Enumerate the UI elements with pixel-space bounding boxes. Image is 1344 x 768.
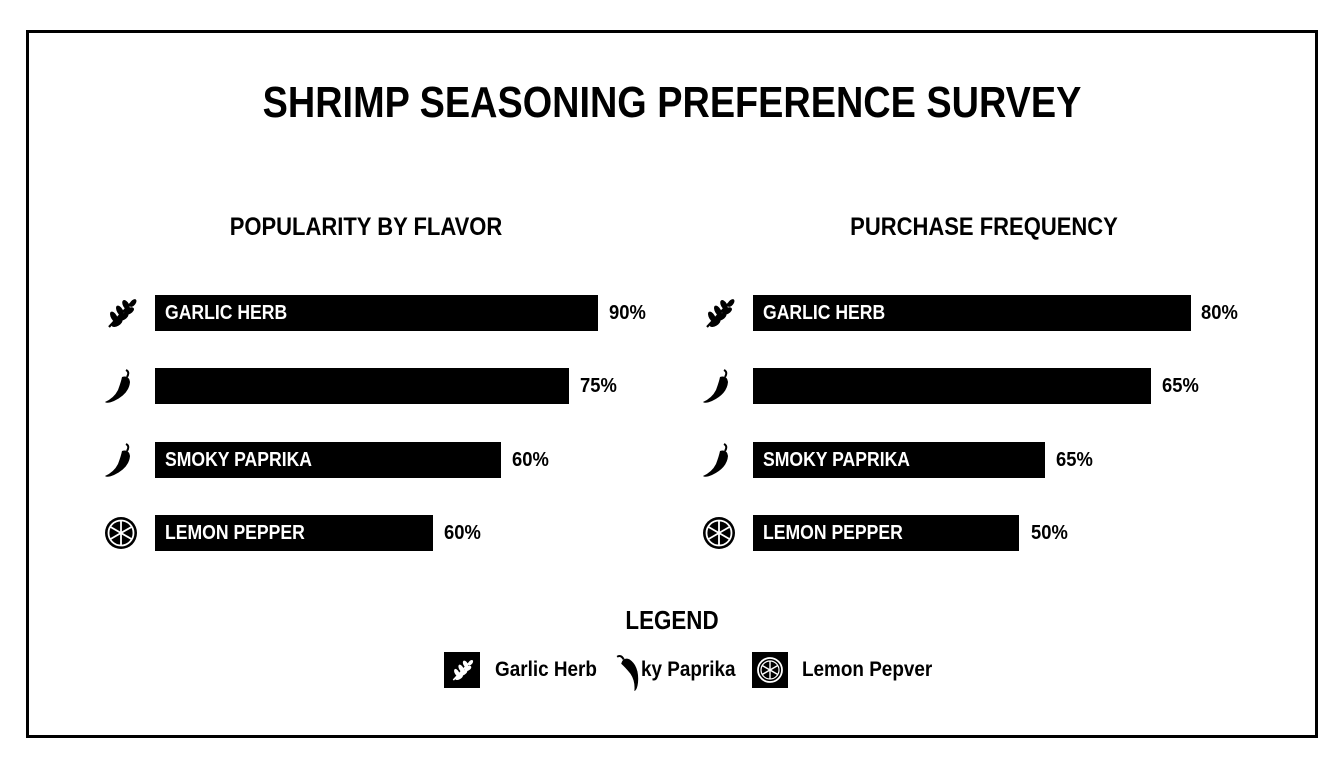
bar-label: LEMON PEPPER: [165, 522, 305, 544]
bar: SMOKY PAPRIKA: [753, 442, 1045, 478]
bar-value: 65%: [1056, 449, 1093, 471]
bar: [753, 368, 1151, 404]
bar-row: 75%: [0, 368, 700, 404]
legend-label: Garlic Herb: [495, 658, 597, 681]
legend-label: ky Paprika: [641, 658, 736, 681]
bar-value: 60%: [512, 449, 549, 471]
bar: SMOKY PAPRIKA: [155, 442, 501, 478]
bar-value: 90%: [609, 302, 646, 324]
bar: GARLIC HERB: [753, 295, 1191, 331]
page-title: SHRIMP SEASONING PREFERENCE SURVEY: [262, 78, 1082, 127]
bar-label: GARLIC HERB: [165, 302, 288, 324]
legend-swatch: [752, 652, 788, 688]
bar-row: 65%: [0, 368, 1344, 404]
bar: [155, 368, 569, 404]
legend-label: Lemon Pepver: [802, 658, 933, 681]
legend-title: LEGEND: [625, 605, 719, 635]
bar-row: GARLIC HERB 80%: [0, 295, 1344, 331]
left-chart-title: POPULARITY BY FLAVOR: [229, 213, 503, 241]
herb-icon: [705, 296, 737, 330]
bar: LEMON PEPPER: [155, 515, 433, 551]
bar-value: 60%: [444, 522, 481, 544]
lemon-slice-icon: [757, 657, 783, 683]
right-chart-title: PURCHASE FREQUENCY: [850, 213, 1118, 241]
bar-value: 50%: [1031, 522, 1068, 544]
bar-label: GARLIC HERB: [763, 302, 886, 324]
bar-value: 80%: [1201, 302, 1238, 324]
bar-label: SMOKY PAPRIKA: [763, 449, 911, 471]
chili-pepper-icon: [702, 443, 729, 478]
lemon-slice-icon: [702, 516, 736, 550]
bar-label: SMOKY PAPRIKA: [165, 449, 313, 471]
bar: LEMON PEPPER: [753, 515, 1019, 551]
bar-value: 75%: [580, 375, 617, 397]
bar-row: LEMON PEPPER 50%: [0, 515, 1344, 551]
chili-pepper-icon: [702, 369, 729, 404]
chart-frame: [26, 30, 1318, 738]
bar-row: LEMON PEPPER 60%: [0, 515, 700, 551]
bar-label: LEMON PEPPER: [763, 522, 903, 544]
bar-row: SMOKY PAPRIKA 65%: [0, 442, 1344, 478]
bar-value: 65%: [1162, 375, 1199, 397]
legend-swatch: [444, 652, 480, 688]
bar: GARLIC HERB: [155, 295, 598, 331]
bar-row: SMOKY PAPRIKA 60%: [0, 442, 700, 478]
bar-row: GARLIC HERB 90%: [0, 295, 700, 331]
herb-icon: [452, 658, 475, 682]
